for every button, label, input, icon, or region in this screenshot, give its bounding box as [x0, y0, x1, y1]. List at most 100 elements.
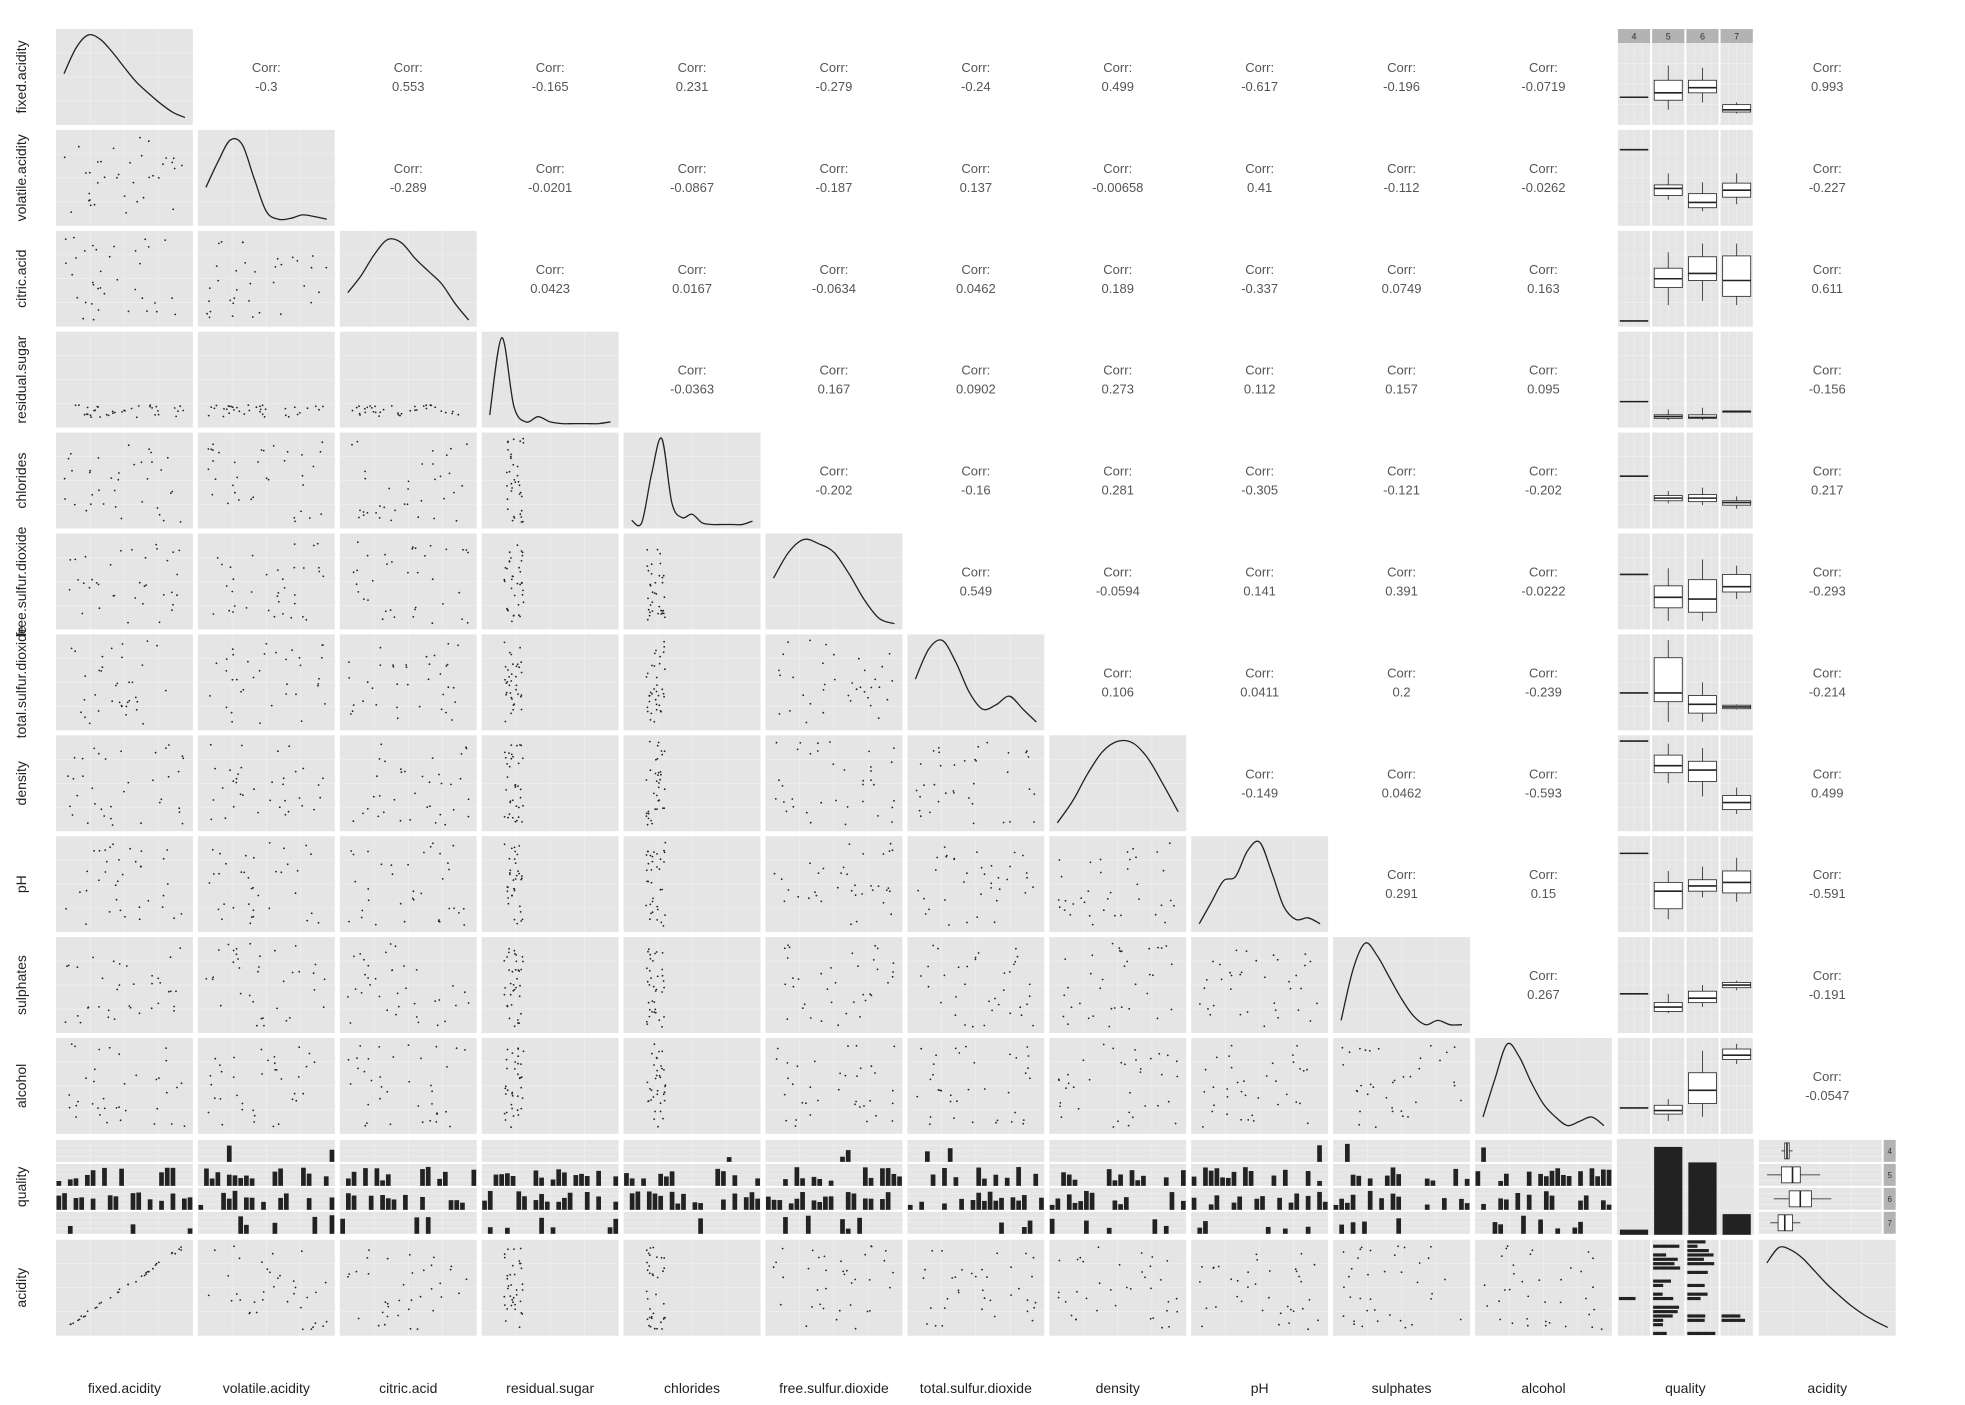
histogram-bar — [755, 1178, 760, 1185]
corr-value-volatile.acidity-acidity: -0.227 — [1809, 180, 1846, 195]
histogram-bar — [136, 1193, 141, 1210]
scatter-point — [435, 822, 437, 824]
scatter-point — [115, 685, 117, 687]
scatter-point — [1527, 1325, 1529, 1327]
scatter-point — [113, 595, 115, 597]
histogram-bar — [454, 1200, 459, 1210]
scatter-point — [1400, 1320, 1402, 1322]
histogram-bar — [1067, 1194, 1072, 1209]
scatter-point — [775, 1262, 777, 1264]
scatter-point — [775, 798, 777, 800]
scatter-point — [226, 408, 228, 410]
scatter-point — [275, 652, 277, 654]
scatter-point — [395, 945, 397, 947]
scatter-point — [232, 315, 234, 317]
scatter-point — [655, 582, 657, 584]
histogram-bar — [772, 1200, 777, 1210]
scatter-point — [1397, 1245, 1399, 1247]
scatter-point — [935, 869, 937, 871]
scatter-point — [661, 1068, 663, 1070]
histogram-bar — [1283, 1229, 1288, 1234]
scatter-point — [656, 1093, 658, 1095]
corr-value-fixed.acidity-residual.sugar: -0.165 — [532, 79, 569, 94]
scatter-point — [237, 773, 239, 775]
scatter-point — [1071, 1315, 1073, 1317]
scatter-point — [787, 641, 789, 643]
scatter-point — [893, 747, 895, 749]
scatter-point — [106, 414, 108, 416]
scatter-point — [151, 983, 153, 985]
histogram-bar — [1203, 1167, 1208, 1185]
scatter-point — [258, 966, 260, 968]
y-axis-label-sulphates: sulphates — [13, 955, 29, 1015]
histogram-bar — [1339, 1225, 1344, 1234]
scatter-point — [356, 1057, 358, 1059]
histogram-bar — [766, 1197, 771, 1210]
scatter-point — [357, 1068, 359, 1070]
scatter-point — [247, 404, 249, 406]
scatter-point — [512, 799, 514, 801]
scatter-point — [504, 1088, 506, 1090]
scatter-point — [1029, 788, 1031, 790]
scatter-point — [93, 1081, 95, 1083]
scatter-point — [658, 782, 660, 784]
scatter-point — [510, 557, 512, 559]
scatter-point — [213, 799, 215, 801]
scatter-point — [506, 956, 508, 958]
scatter-point — [1295, 975, 1297, 977]
scatter-point — [317, 683, 319, 685]
scatter-point — [92, 245, 94, 247]
scatter-point — [170, 990, 172, 992]
corr-value-volatile.acidity-density: -0.00658 — [1092, 180, 1143, 195]
histogram-bar — [1687, 1245, 1697, 1248]
scatter-point — [777, 1048, 779, 1050]
scatter-point — [1031, 1276, 1033, 1278]
scatter-point — [278, 601, 280, 603]
scatter-point — [513, 516, 515, 518]
scatter-point — [663, 1257, 665, 1259]
histogram-bar — [1498, 1198, 1503, 1209]
scatter-point — [649, 1016, 651, 1018]
scatter-point — [520, 1301, 522, 1303]
scatter-point — [302, 475, 304, 477]
histogram-bar — [993, 1201, 998, 1210]
scatter-point — [234, 492, 236, 494]
scatter-point — [102, 656, 104, 658]
scatter-point — [964, 983, 966, 985]
scatter-point — [519, 584, 521, 586]
histogram-bar — [613, 1219, 618, 1234]
scatter-point — [820, 973, 822, 975]
scatter-point — [664, 788, 666, 790]
scatter-point — [1033, 1257, 1035, 1259]
scatter-point — [878, 885, 880, 887]
histogram-bar — [539, 1218, 544, 1234]
histogram-bar — [437, 1179, 442, 1186]
scatter-point — [506, 681, 508, 683]
scatter-point — [660, 1065, 662, 1067]
scatter-point — [808, 897, 810, 899]
scatter-point — [1404, 1247, 1406, 1249]
scatter-point — [451, 719, 453, 721]
scatter-point — [646, 869, 648, 871]
scatter-point — [347, 1276, 349, 1278]
scatter-point — [174, 1253, 176, 1255]
scatter-point — [463, 924, 465, 926]
scatter-point — [423, 852, 425, 854]
scatter-point — [173, 1006, 175, 1008]
scatter-point — [1058, 899, 1060, 901]
scatter-point — [312, 255, 314, 257]
scatter-point — [933, 750, 935, 752]
histogram-bar — [1107, 1169, 1112, 1186]
scatter-point — [400, 820, 402, 822]
scatter-point — [845, 1075, 847, 1077]
scatter-point — [512, 971, 514, 973]
scatter-point — [391, 969, 393, 971]
scatter-point — [1407, 1116, 1409, 1118]
corr-value-citric.acid-residual.sugar: 0.0423 — [530, 281, 570, 296]
scatter-point — [1296, 1045, 1298, 1047]
scatter-point — [1140, 1071, 1142, 1073]
scatter-point — [888, 887, 890, 889]
scatter-point — [664, 750, 666, 752]
scatter-point — [823, 868, 825, 870]
scatter-point — [973, 783, 975, 785]
